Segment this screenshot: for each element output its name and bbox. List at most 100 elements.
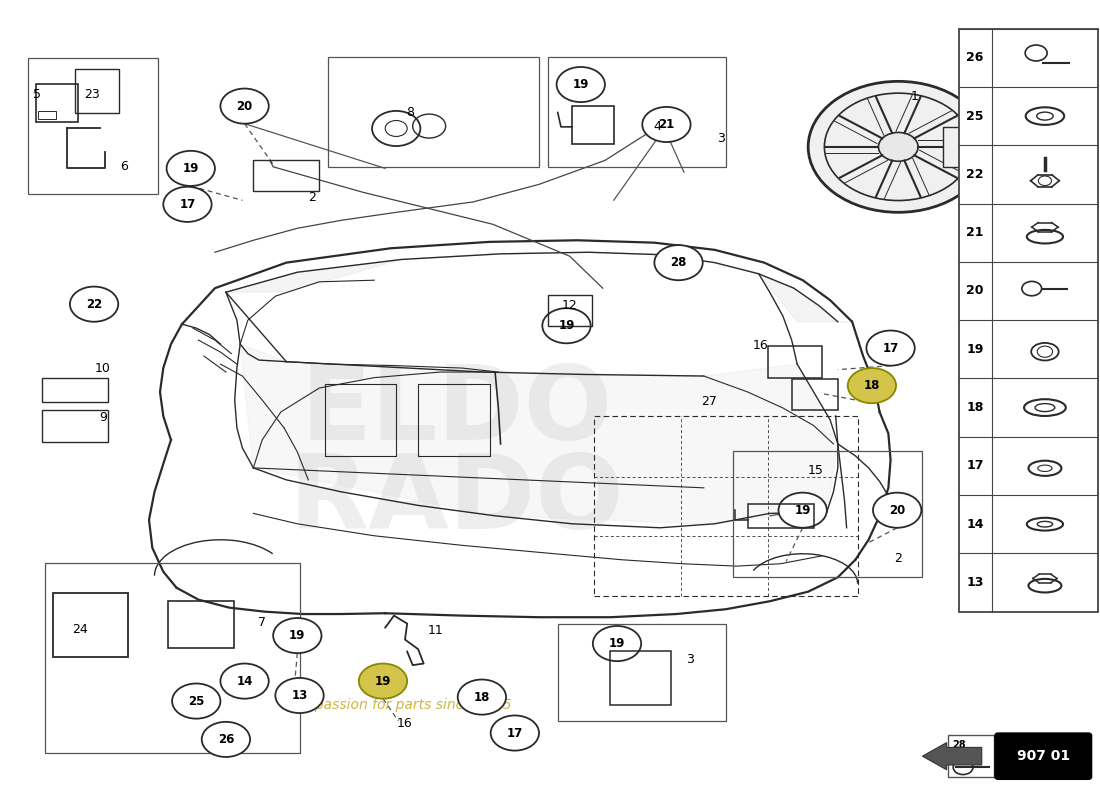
Text: 16: 16 — [754, 339, 769, 352]
Text: 17: 17 — [507, 726, 522, 739]
Text: 28: 28 — [670, 256, 686, 269]
Circle shape — [201, 722, 250, 757]
Circle shape — [273, 618, 321, 653]
Text: 23: 23 — [84, 89, 100, 102]
Text: 18: 18 — [474, 690, 491, 703]
Text: 19: 19 — [573, 78, 588, 91]
Text: 3: 3 — [717, 131, 725, 145]
Bar — [253, 161, 319, 190]
Text: 13: 13 — [967, 576, 983, 589]
Circle shape — [172, 683, 220, 718]
Circle shape — [808, 82, 988, 212]
Text: 3: 3 — [685, 653, 693, 666]
Circle shape — [642, 107, 691, 142]
Circle shape — [359, 663, 407, 698]
Text: 14: 14 — [967, 518, 983, 530]
Circle shape — [166, 151, 214, 186]
Text: 2: 2 — [894, 552, 902, 565]
Bar — [734, 451, 923, 578]
FancyBboxPatch shape — [994, 733, 1091, 779]
Bar — [548, 57, 726, 167]
Text: 18: 18 — [864, 379, 880, 392]
Text: 25: 25 — [188, 694, 205, 707]
Text: 28: 28 — [953, 740, 966, 750]
Text: 21: 21 — [658, 118, 674, 131]
Circle shape — [70, 286, 118, 322]
Text: 22: 22 — [86, 298, 102, 310]
Text: 4: 4 — [653, 120, 661, 134]
Text: 20: 20 — [236, 100, 253, 113]
Text: 19: 19 — [289, 629, 306, 642]
Text: 26: 26 — [967, 51, 983, 64]
Text: 17: 17 — [179, 198, 196, 211]
Text: 19: 19 — [794, 504, 811, 517]
Bar — [572, 106, 614, 145]
Bar — [959, 29, 1098, 612]
Bar — [328, 57, 539, 167]
Text: 2: 2 — [308, 191, 316, 205]
Circle shape — [779, 493, 827, 528]
Bar — [43, 410, 109, 442]
Text: 19: 19 — [967, 342, 983, 356]
Circle shape — [163, 186, 211, 222]
Bar — [948, 735, 993, 777]
Bar — [558, 624, 726, 721]
Bar — [45, 563, 299, 753]
Text: 7: 7 — [258, 615, 266, 629]
Bar — [748, 504, 814, 528]
Bar — [36, 84, 78, 122]
Text: 19: 19 — [608, 637, 625, 650]
Text: 907 01: 907 01 — [1016, 749, 1070, 763]
Circle shape — [458, 679, 506, 714]
Bar — [76, 69, 119, 113]
Bar — [944, 127, 986, 167]
Circle shape — [220, 663, 268, 698]
Bar — [54, 594, 128, 657]
Polygon shape — [226, 252, 853, 322]
Text: 5: 5 — [33, 89, 41, 102]
Circle shape — [220, 89, 268, 124]
Ellipse shape — [1035, 403, 1055, 411]
Circle shape — [542, 308, 591, 343]
Text: 15: 15 — [807, 464, 824, 477]
Ellipse shape — [1036, 112, 1053, 120]
Bar — [610, 650, 671, 705]
Bar — [43, 378, 109, 402]
Ellipse shape — [1037, 522, 1053, 527]
Text: 25: 25 — [967, 110, 983, 122]
Circle shape — [491, 715, 539, 750]
Bar — [29, 58, 157, 194]
Text: 14: 14 — [236, 674, 253, 688]
Bar — [548, 295, 592, 326]
Text: 16: 16 — [397, 717, 412, 730]
Text: ELDO
RADO: ELDO RADO — [289, 361, 625, 551]
Text: 12: 12 — [562, 299, 578, 312]
FancyArrow shape — [923, 742, 982, 770]
Circle shape — [654, 245, 703, 280]
Text: a passion for parts since 1985: a passion for parts since 1985 — [302, 698, 512, 712]
Text: 22: 22 — [967, 168, 983, 181]
Text: 11: 11 — [428, 623, 443, 637]
Circle shape — [879, 133, 918, 162]
Text: 17: 17 — [882, 342, 899, 354]
Text: 8: 8 — [407, 106, 415, 119]
Text: 20: 20 — [967, 285, 983, 298]
Circle shape — [557, 67, 605, 102]
Text: 19: 19 — [183, 162, 199, 175]
Bar — [768, 346, 823, 378]
Text: 9: 9 — [99, 411, 107, 424]
Text: 21: 21 — [967, 226, 983, 239]
Text: 24: 24 — [72, 622, 88, 636]
Text: 26: 26 — [218, 733, 234, 746]
Circle shape — [593, 626, 641, 661]
Text: 13: 13 — [292, 689, 308, 702]
Circle shape — [867, 330, 915, 366]
Text: 18: 18 — [967, 401, 983, 414]
Text: 1: 1 — [911, 90, 918, 103]
Text: 17: 17 — [967, 459, 983, 472]
Bar — [167, 602, 233, 647]
Text: 27: 27 — [702, 395, 717, 408]
Text: 10: 10 — [95, 362, 111, 374]
Bar — [39, 111, 56, 119]
Circle shape — [848, 368, 896, 403]
